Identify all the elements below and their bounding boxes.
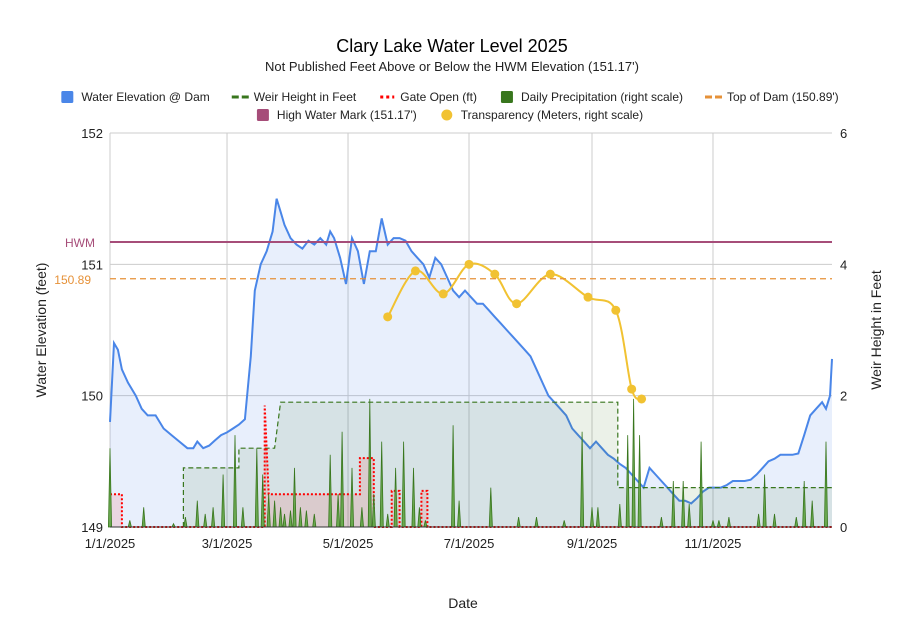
legend: Water Elevation @ Dam Weir Height in Feet… — [61, 90, 839, 122]
x-tick-label: 5/1/2025 — [323, 536, 374, 551]
x-tick-label: 11/1/2025 — [685, 536, 742, 551]
reference-lines: HWM 150.89 — [54, 236, 832, 287]
x-axis-label: Date — [448, 595, 478, 611]
transparency-point — [464, 259, 474, 269]
transparency-point — [383, 312, 393, 322]
legend-swatch-elev — [61, 91, 74, 103]
series-layer — [107, 198, 833, 528]
y-tick-label-right: 0 — [840, 520, 847, 535]
axes: 149 150 151 152 0 2 4 6 1/1/2025 3/1/2025 5/1/2025… — [81, 126, 847, 551]
chart-title: Clary Lake Water Level 2025 — [336, 36, 567, 56]
legend-label-elev: Water Elevation @ Dam — [81, 90, 209, 104]
x-tick-label: 9/1/2025 — [567, 536, 618, 551]
x-tick-label: 1/1/2025 — [85, 536, 136, 551]
x-tick-label: 7/1/2025 — [444, 536, 495, 551]
transparency-point — [512, 299, 522, 309]
y-tick-label-right: 2 — [840, 389, 847, 404]
y-axis-label-left: Water Elevation (feet) — [33, 263, 49, 398]
legend-label-precip: Daily Precipitation (right scale) — [521, 90, 683, 104]
transparency-point — [627, 384, 637, 394]
transparency-point — [438, 289, 448, 299]
water-elevation-area — [110, 198, 832, 527]
weir-height-area — [183, 402, 832, 527]
transparency-point — [490, 269, 500, 279]
legend-label-dam: Top of Dam (150.89') — [727, 90, 839, 104]
y-tick-label-right: 6 — [840, 126, 847, 141]
transparency-point — [611, 305, 621, 315]
transparency-point — [583, 292, 593, 302]
transparency-point — [637, 394, 647, 404]
weir-height-line — [182, 401, 832, 527]
x-tick-label: 3/1/2025 — [202, 536, 253, 551]
y-tick-label-left: 149 — [81, 520, 103, 535]
y-tick-label-left: 152 — [81, 126, 103, 141]
hwm-label: HWM — [65, 236, 95, 250]
transparency-point — [545, 269, 555, 279]
legend-swatch-precip — [500, 91, 513, 103]
legend-swatch-transp — [441, 109, 453, 121]
chart-subtitle: Not Published Feet Above or Below the HW… — [265, 59, 639, 74]
transparency-point — [410, 266, 420, 276]
gate-open-area — [110, 405, 832, 527]
legend-swatch-hwm — [256, 109, 269, 121]
legend-label-gate: Gate Open (ft) — [400, 90, 477, 104]
legend-label-weir: Weir Height in Feet — [254, 90, 357, 104]
y-tick-label-left: 151 — [81, 257, 103, 272]
legend-label-transp: Transparency (Meters, right scale) — [461, 108, 643, 122]
y-tick-label-right: 4 — [840, 257, 847, 272]
legend-label-hwm: High Water Mark (151.17') — [277, 108, 417, 122]
y-tick-label-left: 150 — [81, 389, 103, 404]
y-axis-label-right: Weir Height in Feet — [868, 270, 884, 390]
top-of-dam-label: 150.89 — [54, 273, 91, 287]
